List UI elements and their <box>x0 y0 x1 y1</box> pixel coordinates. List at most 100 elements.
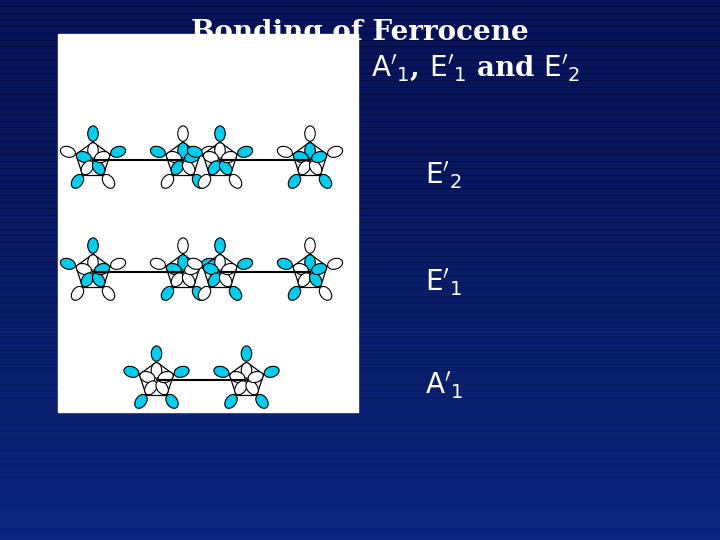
Ellipse shape <box>310 273 322 287</box>
Bar <box>0 66 720 74</box>
Ellipse shape <box>328 258 343 269</box>
Bar <box>0 249 720 256</box>
Bar <box>0 154 720 162</box>
Bar <box>0 53 720 60</box>
Ellipse shape <box>60 258 76 269</box>
Ellipse shape <box>150 146 166 157</box>
Ellipse shape <box>201 146 215 157</box>
Bar <box>0 424 720 432</box>
Ellipse shape <box>192 286 204 300</box>
Bar <box>0 174 720 183</box>
Ellipse shape <box>230 372 245 382</box>
Ellipse shape <box>76 152 91 163</box>
Bar <box>0 269 720 276</box>
Ellipse shape <box>102 174 114 188</box>
Bar <box>0 289 720 297</box>
Bar <box>0 282 720 291</box>
Ellipse shape <box>71 174 84 188</box>
Text: $\mathrm{A'_1}$: $\mathrm{A'_1}$ <box>425 369 463 401</box>
Bar <box>0 181 720 189</box>
Bar <box>0 114 720 122</box>
Bar <box>0 60 720 68</box>
Ellipse shape <box>88 143 98 158</box>
Ellipse shape <box>222 152 237 163</box>
Ellipse shape <box>215 143 225 158</box>
Bar <box>0 134 720 141</box>
Ellipse shape <box>187 258 202 269</box>
Bar <box>0 316 720 324</box>
Ellipse shape <box>241 363 252 378</box>
Ellipse shape <box>140 372 155 382</box>
Ellipse shape <box>264 366 279 377</box>
Bar <box>0 323 720 330</box>
Ellipse shape <box>222 264 237 274</box>
Ellipse shape <box>238 146 253 157</box>
Ellipse shape <box>208 161 220 175</box>
Ellipse shape <box>312 152 327 163</box>
Bar <box>0 255 720 263</box>
Ellipse shape <box>184 152 199 163</box>
Ellipse shape <box>229 286 242 300</box>
Ellipse shape <box>81 273 94 287</box>
Bar <box>0 93 720 102</box>
Ellipse shape <box>156 381 168 395</box>
Ellipse shape <box>171 161 184 175</box>
Ellipse shape <box>293 264 308 274</box>
Bar <box>0 525 720 534</box>
Bar <box>0 100 720 108</box>
Ellipse shape <box>178 238 188 253</box>
Ellipse shape <box>92 273 105 287</box>
Bar <box>0 336 720 345</box>
Ellipse shape <box>60 146 76 157</box>
Ellipse shape <box>161 286 174 300</box>
Ellipse shape <box>310 161 322 175</box>
Ellipse shape <box>161 174 174 188</box>
Ellipse shape <box>166 264 181 274</box>
Ellipse shape <box>225 394 237 408</box>
Bar <box>0 451 720 459</box>
Bar <box>0 296 720 303</box>
Ellipse shape <box>288 174 301 188</box>
Bar <box>0 242 720 249</box>
Bar <box>0 19 720 27</box>
Bar <box>0 235 720 243</box>
Ellipse shape <box>151 363 162 378</box>
Bar <box>0 12 720 20</box>
Ellipse shape <box>288 286 301 300</box>
Ellipse shape <box>277 146 292 157</box>
Ellipse shape <box>203 264 218 274</box>
Ellipse shape <box>215 126 225 141</box>
Ellipse shape <box>305 126 315 141</box>
Bar <box>0 471 720 480</box>
Bar <box>0 485 720 492</box>
Bar <box>0 397 720 405</box>
Ellipse shape <box>319 286 332 300</box>
Ellipse shape <box>174 366 189 377</box>
Ellipse shape <box>248 372 263 382</box>
Ellipse shape <box>150 258 166 269</box>
Ellipse shape <box>192 174 204 188</box>
Bar <box>0 303 720 310</box>
Bar <box>0 465 720 472</box>
Ellipse shape <box>184 264 199 274</box>
Bar <box>0 222 720 230</box>
Bar <box>0 39 720 47</box>
Ellipse shape <box>158 372 173 382</box>
Ellipse shape <box>215 255 225 270</box>
Bar <box>0 80 720 87</box>
Ellipse shape <box>124 366 139 377</box>
Bar <box>0 309 720 317</box>
Bar <box>0 492 720 500</box>
Ellipse shape <box>145 381 157 395</box>
Bar <box>0 6 720 14</box>
Ellipse shape <box>94 264 109 274</box>
Ellipse shape <box>171 273 184 287</box>
Bar <box>0 498 720 507</box>
Bar <box>0 438 720 446</box>
Ellipse shape <box>277 258 292 269</box>
Ellipse shape <box>229 174 242 188</box>
Bar <box>0 262 720 270</box>
Ellipse shape <box>135 394 147 408</box>
Ellipse shape <box>214 366 229 377</box>
Bar <box>0 195 720 202</box>
